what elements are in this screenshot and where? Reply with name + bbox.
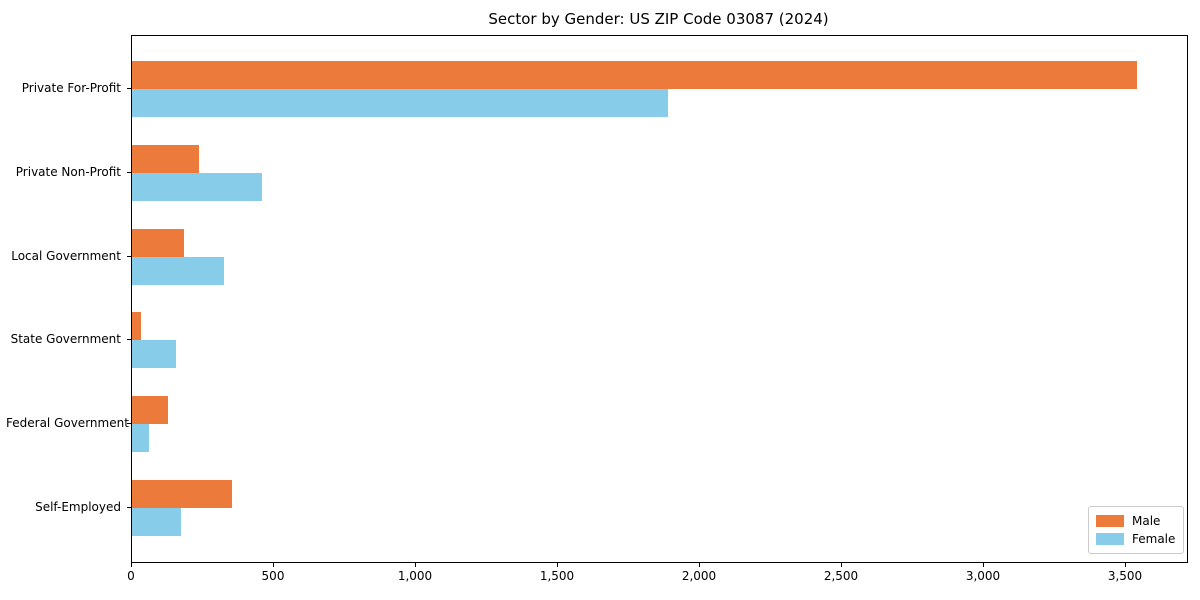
female-bar-federal-government: [132, 424, 150, 453]
male-bar-local-government: [132, 228, 185, 257]
ytick-mark: [127, 339, 131, 341]
xtick-label-1,000: 1,000: [397, 569, 433, 583]
male-bar-private-non-profit: [132, 144, 200, 173]
ytick-mark: [127, 255, 131, 257]
legend-label-male: Male: [1132, 514, 1161, 528]
chart-title: Sector by Gender: US ZIP Code 03087 (202…: [488, 10, 829, 28]
xtick-label-1,500: 1,500: [539, 569, 575, 583]
plot-area: [131, 35, 1188, 563]
male-bar-self-employed: [132, 480, 232, 508]
ytick-mark: [127, 171, 131, 173]
female-bar-private-non-profit: [132, 172, 263, 201]
female-color-swatch: [1096, 533, 1124, 545]
ytick-label-private-non-profit: Private Non-Profit: [15, 164, 121, 179]
ytick-mark: [127, 507, 131, 508]
xtick-mark: [1125, 563, 1126, 567]
xtick-mark: [983, 563, 984, 567]
legend-item-female: Female: [1096, 530, 1176, 548]
ytick-label-local-government: Local Government: [11, 248, 121, 263]
female-bar-local-government: [132, 256, 224, 285]
legend-label-female: Female: [1132, 532, 1176, 546]
male-bar-private-for-profit: [132, 61, 1137, 89]
xtick-label-2,500: 2,500: [823, 569, 859, 583]
ytick-label-private-for-profit: Private For-Profit: [21, 81, 121, 95]
female-bar-private-for-profit: [132, 89, 669, 117]
male-color-swatch: [1096, 515, 1124, 527]
xtick-mark: [273, 563, 274, 567]
ytick-label-self-employed: Self-Employed: [35, 500, 121, 514]
xtick-mark: [841, 563, 842, 567]
xtick-label-3,000: 3,000: [965, 569, 1001, 583]
xtick-label-0: 0: [127, 569, 135, 583]
xtick-label-3,500: 3,500: [1107, 569, 1143, 583]
female-bar-state-government: [132, 340, 176, 369]
female-bar-self-employed: [132, 508, 182, 536]
xtick-label-500: 500: [261, 569, 285, 583]
xtick-mark: [557, 563, 558, 567]
xtick-mark: [131, 563, 132, 567]
ytick-label-state-government: State Government: [10, 332, 121, 347]
ytick-label-federal-government: Federal Government: [6, 416, 129, 431]
ytick-mark: [127, 423, 131, 425]
xtick-label-2,000: 2,000: [681, 569, 717, 583]
legend: Male Female: [1088, 506, 1184, 554]
legend-item-male: Male: [1096, 512, 1176, 530]
male-bar-state-government: [132, 312, 142, 341]
xtick-mark: [415, 563, 416, 567]
male-bar-federal-government: [132, 396, 168, 425]
ytick-mark: [127, 88, 131, 89]
xtick-mark: [699, 563, 700, 567]
